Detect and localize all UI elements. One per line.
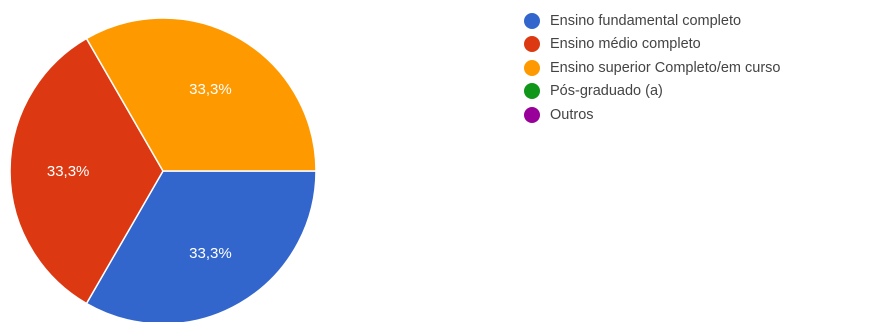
pie-slice-1[interactable] bbox=[85, 170, 317, 322]
legend-label: Pós-graduado (a) bbox=[550, 83, 663, 100]
legend-item-5[interactable]: Outros bbox=[524, 103, 885, 127]
legend-label: Ensino médio completo bbox=[550, 36, 701, 53]
legend-swatch-icon bbox=[524, 106, 540, 123]
pie-chart-svg: 33,3% 33,3% 33,3% bbox=[9, 17, 317, 322]
legend-label: Ensino superior Completo/em curso bbox=[550, 59, 781, 76]
legend-item-2[interactable]: Ensino médio completo bbox=[524, 33, 885, 57]
pie-slice-label-2: 33,3% bbox=[47, 163, 90, 180]
pie-slice-2[interactable] bbox=[9, 37, 164, 305]
legend-item-4[interactable]: Pós-graduado (a) bbox=[524, 80, 885, 104]
legend-swatch-icon bbox=[524, 36, 540, 53]
pie-slice-label-3: 33,3% bbox=[189, 81, 232, 98]
pie-slice-label-1: 33,3% bbox=[189, 245, 232, 262]
legend-item-1[interactable]: Ensino fundamental completo bbox=[524, 9, 885, 33]
legend-swatch-icon bbox=[524, 59, 540, 76]
legend-swatch-icon bbox=[524, 12, 540, 29]
legend-label: Outros bbox=[550, 106, 594, 123]
pie-slice-3[interactable] bbox=[85, 17, 317, 172]
legend-swatch-icon bbox=[524, 83, 540, 100]
chart-legend: Ensino fundamental completo Ensino médio … bbox=[524, 9, 885, 127]
legend-label: Ensino fundamental completo bbox=[550, 12, 742, 29]
legend-item-3[interactable]: Ensino superior Completo/em curso bbox=[524, 56, 885, 80]
